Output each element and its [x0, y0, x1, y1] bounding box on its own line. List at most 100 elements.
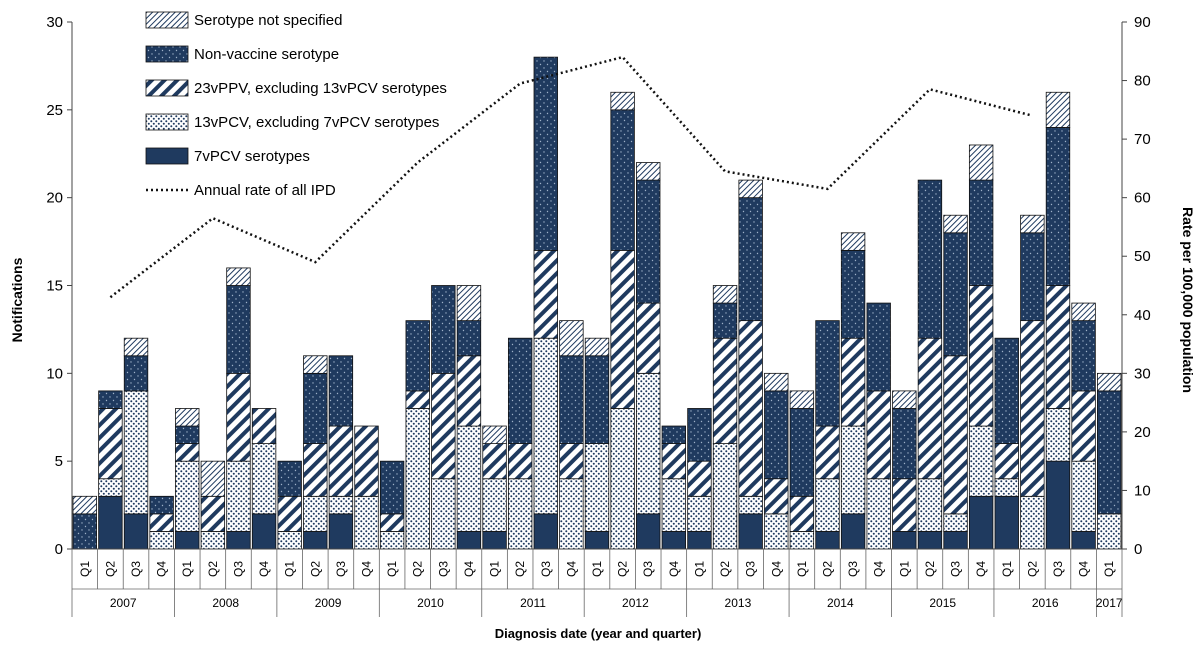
- bar-segment: [866, 478, 891, 550]
- legend-swatch: [145, 147, 189, 165]
- bar-segment: [584, 443, 610, 532]
- year-label: 2014: [827, 596, 854, 610]
- bar-segment: [917, 531, 943, 550]
- quarter-label: Q4: [462, 561, 476, 577]
- bar-segment: [815, 425, 840, 480]
- quarter-label: Q1: [283, 561, 297, 577]
- bar-segment: [1071, 531, 1096, 550]
- bar-segment: [98, 495, 123, 550]
- bar-segment: [379, 460, 405, 515]
- bar-segment: [98, 408, 123, 480]
- bar-segment: [738, 197, 763, 322]
- quarter-label: Q4: [974, 561, 988, 577]
- bar-segment: [1097, 372, 1122, 392]
- bar-segment: [789, 495, 815, 532]
- y-tick-label: 15: [46, 278, 63, 295]
- y-tick-label: 20: [46, 190, 63, 207]
- bar-segment: [98, 478, 123, 497]
- bar-segment: [533, 337, 558, 515]
- bar-segment: [661, 425, 687, 444]
- y-tick-label: 10: [46, 365, 63, 382]
- quarter-label: Q3: [334, 561, 348, 577]
- legend-label: Annual rate of all IPD: [194, 182, 336, 199]
- bar-segment: [482, 531, 507, 550]
- bar-segment: [226, 372, 251, 462]
- plot-area: 0 5 10 15 20 25 30 0 10 20 30 40 50 60 70 80 90 Q1 Q2 Q3 Q4 Q…: [46, 11, 1151, 617]
- y2-tick-label: 30: [1134, 365, 1151, 382]
- legend-label: 7vPCV serotypes: [194, 148, 310, 165]
- bar-segment: [968, 285, 994, 427]
- bar-segment: [636, 162, 661, 181]
- bar-segment: [687, 495, 712, 532]
- quarter-label: Q4: [155, 561, 169, 577]
- bar-segment: [277, 495, 302, 532]
- bar-segment: [456, 320, 482, 357]
- bar-segment: [149, 513, 174, 532]
- bar-segment: [251, 408, 277, 445]
- quarter-label: Q3: [232, 561, 246, 577]
- year-label: 2015: [929, 596, 956, 610]
- bar-segment: [482, 443, 507, 480]
- bar-segment: [431, 478, 456, 550]
- year-label: 2016: [1032, 596, 1059, 610]
- bar-segment: [943, 531, 968, 550]
- quarter-label: Q1: [590, 561, 604, 577]
- legend-label: Non-vaccine serotype: [194, 46, 339, 63]
- bar-segment: [892, 390, 917, 409]
- bar-segment: [405, 390, 430, 409]
- quarter-label: Q1: [897, 561, 911, 577]
- bar-segment: [636, 302, 661, 374]
- bar-segment: [968, 144, 994, 181]
- bar-segment: [328, 355, 354, 427]
- quarter-label: Q3: [436, 561, 450, 577]
- bar-segment: [303, 443, 328, 497]
- bar-segment: [994, 478, 1019, 497]
- quarter-label: Q3: [949, 561, 963, 577]
- bar-segment: [738, 320, 763, 497]
- bar-segment: [840, 249, 866, 339]
- bar-segment: [866, 302, 891, 392]
- bar-segment: [1045, 285, 1071, 409]
- bar-segment: [354, 495, 379, 550]
- bar-segment: [764, 513, 789, 550]
- bar-segment: [840, 425, 866, 515]
- quarter-label: Q1: [795, 561, 809, 577]
- bar-segment: [1097, 513, 1122, 550]
- bar-segment: [1071, 320, 1096, 392]
- bar-segment: [789, 408, 815, 497]
- bar-segment: [328, 425, 354, 497]
- bar-segment: [943, 355, 968, 515]
- y-tick-label: 0: [55, 541, 63, 558]
- bar-segment: [379, 513, 405, 532]
- bar-segment: [712, 302, 738, 339]
- bar-segment: [610, 91, 635, 111]
- bar-segment: [251, 513, 277, 550]
- bar-segment: [661, 531, 687, 550]
- bar-segment: [175, 531, 200, 550]
- bar-segment: [175, 408, 200, 427]
- bar-segment: [994, 495, 1019, 550]
- bar-segment: [636, 372, 661, 515]
- quarter-label: Q2: [616, 561, 630, 577]
- bar-segment: [456, 531, 482, 550]
- bar-segment: [610, 109, 635, 251]
- bar-segment: [661, 478, 687, 532]
- y2-tick-label: 0: [1134, 541, 1142, 558]
- quarter-label: Q2: [206, 561, 220, 577]
- quarter-label: Q3: [744, 561, 758, 577]
- bar-segment: [815, 531, 840, 550]
- bar-segment: [712, 285, 738, 304]
- bar-segment: [226, 267, 251, 286]
- bar-segment: [559, 478, 584, 550]
- bar-segment: [968, 425, 994, 497]
- quarter-label: Q2: [1025, 561, 1039, 577]
- bar-segment: [584, 337, 610, 357]
- bar-segment: [1020, 320, 1045, 497]
- bar-segment: [1071, 390, 1096, 462]
- bar-segment: [584, 355, 610, 444]
- quarter-label: Q4: [564, 561, 578, 577]
- bar-segment: [149, 495, 174, 515]
- bar-segment: [507, 337, 533, 445]
- bar-segment: [994, 443, 1019, 480]
- bar-segment: [303, 495, 328, 532]
